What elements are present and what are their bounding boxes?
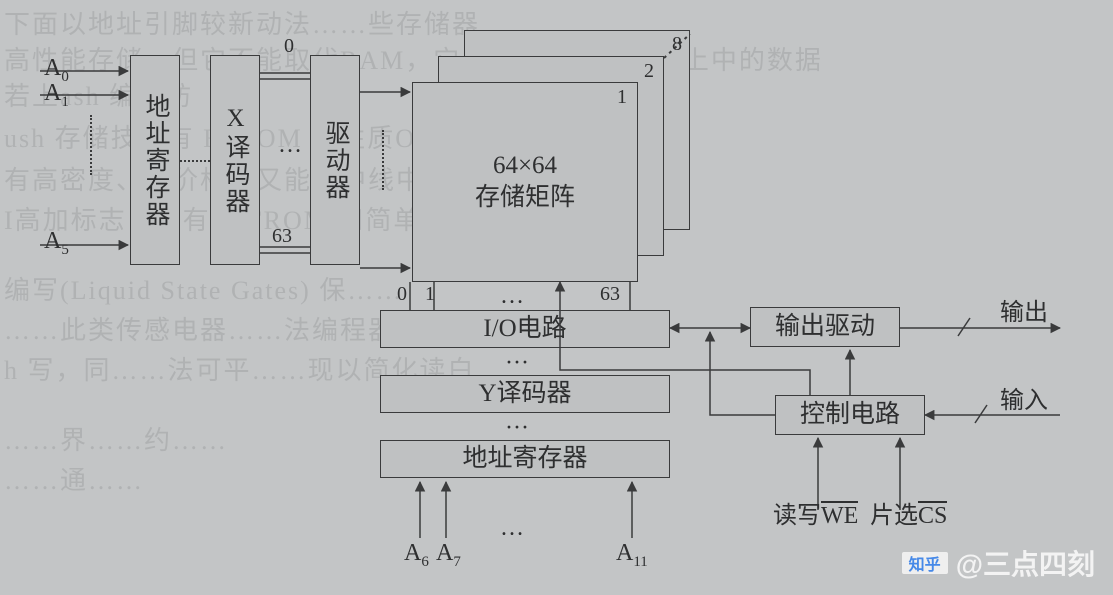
matrix-name: 存储矩阵 (475, 182, 575, 215)
cs-label: 片选CS (870, 495, 947, 530)
output-driver: 输出驱动 (750, 307, 900, 347)
num-0-top: 0 (284, 35, 294, 58)
plane-1: 1 (617, 86, 627, 109)
a7-label: A7 (436, 540, 461, 571)
dots-y-addr: ··· (505, 415, 529, 442)
dots-io-y: ··· (505, 350, 529, 377)
num-63-top: 63 (272, 225, 292, 248)
ghost-line: ……此类传感电器……法编程器···· (4, 310, 439, 347)
addr-reg-h-label: 地址寄存器 (462, 443, 587, 476)
bus-dots (180, 160, 210, 162)
addr-register-label: 地址寄存器 (137, 93, 173, 228)
dots-driver-matrix (382, 130, 384, 190)
dots-x-driver: … (278, 132, 302, 159)
io-circuit: I/O电路 (380, 310, 670, 348)
matrix-plane-1: 64×64 存储矩阵 (412, 82, 638, 282)
y-decoder: Y译码器 (380, 375, 670, 413)
ghost-line: 编写(Liquid State Gates) 保…… (4, 270, 403, 307)
col-1: 1 (425, 283, 435, 306)
dots-a (90, 115, 92, 175)
driver-label: 驱动器 (317, 120, 353, 201)
input-label: 输入 (1000, 380, 1048, 415)
matrix-size: 64×64 (493, 150, 557, 183)
ghost-line: 高性能存储，但它不能取代RAM，它只存储……FROM上中的数据 (4, 40, 823, 77)
watermark-text: @三点四刻 (956, 543, 1095, 583)
x-decoder-label: X译码器 (217, 105, 253, 215)
watermark: 知乎 @三点四刻 (902, 543, 1095, 583)
a11-label: A11 (616, 540, 648, 571)
zhihu-icon: 知乎 (902, 552, 948, 574)
output-driver-label: 输出驱动 (775, 311, 875, 344)
driver: 驱动器 (310, 55, 360, 265)
plane-2: 2 (644, 60, 654, 83)
col-63: 63 (600, 283, 620, 306)
control-label: 控制电路 (800, 399, 900, 432)
col-0: 0 (397, 283, 407, 306)
a5-label: A5 (44, 228, 69, 259)
plane-8: 8 (672, 33, 682, 56)
we-label: 读写WE (773, 495, 858, 530)
a1-label: A1 (44, 80, 69, 111)
control-circuit: 控制电路 (775, 395, 925, 435)
y-decoder-label: Y译码器 (478, 378, 571, 411)
ghost-line: 下面以地址引脚较新动法……些存储器 (4, 4, 480, 41)
output-label: 输出 (1000, 292, 1048, 327)
a6-label: A6 (404, 540, 429, 571)
addr-register-horizontal: 地址寄存器 (380, 440, 670, 478)
col-dots: … (500, 283, 524, 310)
bottom-dots: … (500, 515, 524, 542)
addr-register-vertical: 地址寄存器 (130, 55, 180, 265)
ghost-line: ……通…… (4, 460, 144, 497)
ghost-line: ……界……约…… (4, 420, 228, 457)
io-label: I/O电路 (483, 313, 566, 346)
x-decoder: X译码器 (210, 55, 260, 265)
